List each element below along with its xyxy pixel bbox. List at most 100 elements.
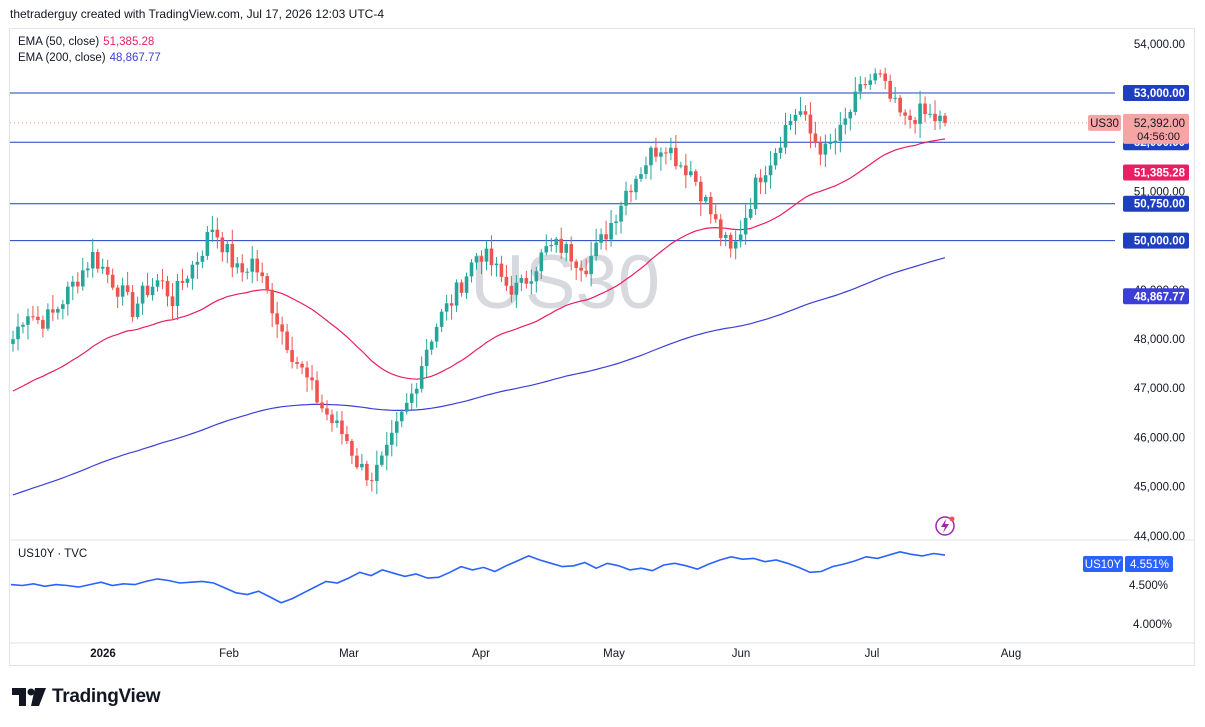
candle bbox=[803, 105, 808, 121]
candle-body bbox=[674, 147, 678, 167]
candle bbox=[484, 240, 489, 271]
candle-body bbox=[250, 258, 255, 272]
legend-ema200[interactable]: EMA (200, close) 48,867.77 bbox=[18, 52, 161, 64]
candle-body bbox=[579, 267, 583, 271]
candle-body bbox=[444, 303, 449, 312]
candle-body bbox=[150, 286, 155, 296]
candle-body bbox=[698, 181, 703, 202]
candle bbox=[444, 294, 449, 321]
yield-tick-label: 4.000% bbox=[1133, 619, 1172, 631]
candle bbox=[604, 220, 608, 251]
candle bbox=[200, 250, 205, 269]
candle-body bbox=[315, 380, 319, 403]
time-axis-label: Jul bbox=[865, 648, 880, 660]
badge-symbol: US30 bbox=[1088, 114, 1121, 131]
lightning-icon-bolt bbox=[941, 519, 949, 533]
candle bbox=[713, 204, 718, 223]
candle-body bbox=[659, 152, 663, 157]
candle-body bbox=[534, 271, 539, 282]
sub-pane-legend[interactable]: US10Y · TVC bbox=[18, 548, 88, 560]
candle bbox=[584, 258, 588, 278]
candle bbox=[848, 109, 853, 131]
chart-frame[interactable] bbox=[9, 28, 1195, 666]
candle-body bbox=[913, 120, 917, 124]
tradingview-logo[interactable]: TradingView bbox=[12, 686, 161, 708]
candle-body bbox=[484, 248, 489, 262]
candle bbox=[853, 77, 858, 116]
candle-body bbox=[355, 455, 359, 468]
candle bbox=[255, 249, 260, 282]
candle bbox=[145, 272, 150, 298]
candle-body bbox=[664, 152, 668, 154]
candle bbox=[843, 107, 848, 135]
candle-body bbox=[539, 252, 544, 272]
candle bbox=[703, 194, 708, 204]
candle bbox=[120, 277, 125, 306]
candle-body bbox=[434, 326, 439, 342]
candle-body bbox=[56, 308, 60, 313]
candle-body bbox=[649, 147, 653, 166]
badge-50000: 50,000.00 bbox=[1123, 232, 1189, 249]
candle bbox=[783, 112, 788, 154]
candle bbox=[155, 273, 160, 292]
candle bbox=[434, 323, 439, 348]
candle-body bbox=[589, 256, 593, 275]
candle bbox=[753, 173, 758, 216]
candle bbox=[240, 254, 245, 282]
candle bbox=[808, 102, 813, 149]
candle-body bbox=[370, 480, 374, 482]
candle-body bbox=[828, 142, 833, 144]
candle bbox=[898, 94, 902, 117]
candle-body bbox=[140, 285, 145, 304]
candle-body bbox=[330, 414, 334, 424]
candle bbox=[619, 201, 623, 234]
candle bbox=[733, 230, 738, 260]
candle bbox=[629, 184, 633, 203]
candle bbox=[679, 161, 683, 169]
candle bbox=[80, 257, 85, 291]
candle-body bbox=[380, 455, 384, 465]
candle-body bbox=[818, 142, 823, 155]
candle-body bbox=[689, 171, 693, 176]
legend-ema50[interactable]: EMA (50, close) 51,385.28 bbox=[18, 36, 154, 48]
candle-body bbox=[439, 311, 444, 327]
candle-body bbox=[454, 282, 459, 306]
candle bbox=[230, 229, 235, 278]
candle bbox=[414, 382, 419, 408]
ema200-line bbox=[12, 257, 946, 496]
candle bbox=[694, 169, 698, 187]
candle-body bbox=[51, 309, 55, 313]
candle bbox=[210, 215, 215, 242]
candle bbox=[614, 214, 618, 236]
candle bbox=[110, 268, 115, 290]
badge-yield-value-bg bbox=[1125, 556, 1173, 572]
candle bbox=[195, 252, 200, 280]
candle-body bbox=[559, 238, 564, 253]
candle-body bbox=[584, 270, 588, 275]
candle bbox=[589, 241, 593, 287]
candle bbox=[41, 315, 45, 338]
badge-symbol-text: US30 bbox=[1090, 118, 1119, 130]
candle-body bbox=[375, 464, 379, 482]
candle bbox=[928, 103, 932, 118]
candle-body bbox=[46, 309, 50, 329]
candle bbox=[718, 214, 723, 246]
candle-body bbox=[918, 103, 922, 124]
price-badges: 53,000.0052,000.0051,385.2850,750.0050,0… bbox=[935, 85, 1189, 536]
candle bbox=[574, 259, 578, 280]
candle-body bbox=[190, 264, 195, 279]
ema-lines bbox=[12, 138, 946, 496]
candle bbox=[449, 294, 454, 320]
candle bbox=[235, 257, 240, 274]
candle bbox=[579, 260, 583, 282]
candle bbox=[863, 77, 868, 89]
candle-body bbox=[858, 84, 863, 92]
candle-body bbox=[290, 350, 294, 363]
candle-body bbox=[933, 113, 937, 122]
candle bbox=[11, 330, 15, 352]
candle-body bbox=[554, 238, 559, 246]
candle-body bbox=[260, 272, 264, 277]
candle bbox=[684, 153, 688, 189]
candle-body bbox=[509, 285, 514, 295]
